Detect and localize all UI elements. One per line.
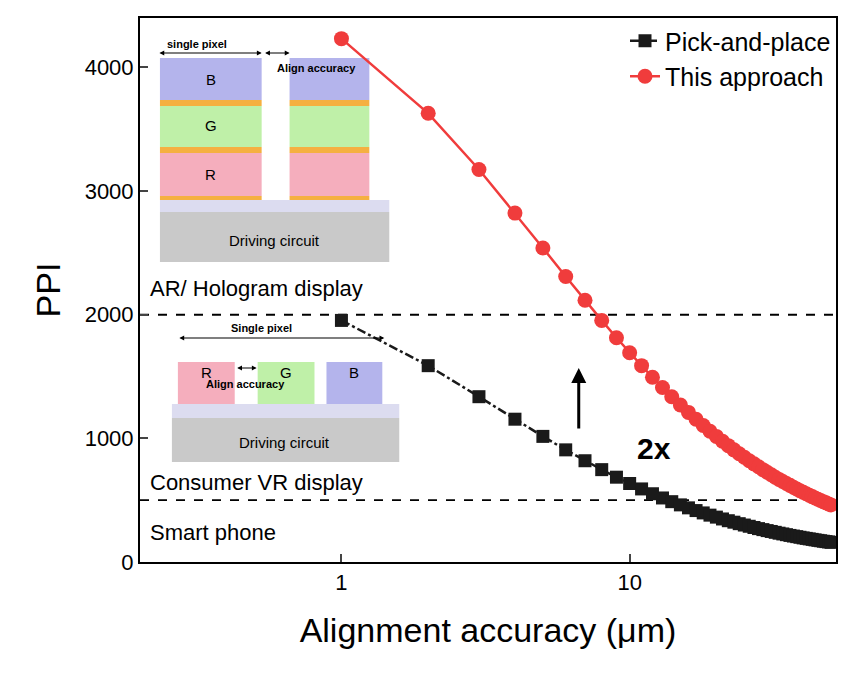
svg-text:R: R — [201, 364, 212, 381]
svg-text:0: 0 — [121, 550, 133, 575]
svg-text:Align accuracy: Align accuracy — [206, 378, 285, 390]
svg-text:2x: 2x — [637, 432, 671, 465]
svg-text:Pick-and-place: Pick-and-place — [665, 28, 830, 56]
svg-text:Driving circuit: Driving circuit — [239, 434, 330, 451]
svg-text:4000: 4000 — [85, 55, 134, 80]
svg-text:G: G — [205, 117, 217, 134]
svg-text:2000: 2000 — [85, 302, 134, 327]
svg-text:R: R — [205, 166, 216, 183]
svg-text:PPI: PPI — [29, 263, 67, 318]
svg-text:B: B — [349, 364, 359, 381]
svg-text:1: 1 — [335, 570, 347, 595]
svg-text:Alignment accuracy (μm): Alignment accuracy (μm) — [300, 611, 677, 649]
svg-text:3000: 3000 — [85, 179, 134, 204]
svg-text:This approach: This approach — [665, 63, 823, 91]
svg-text:Smart phone: Smart phone — [150, 520, 276, 545]
svg-text:B: B — [206, 71, 216, 88]
svg-text:G: G — [280, 364, 292, 381]
svg-text:Single pixel: Single pixel — [231, 322, 292, 334]
svg-text:Driving circuit: Driving circuit — [229, 232, 320, 249]
svg-text:1000: 1000 — [85, 426, 134, 451]
svg-text:Align accuracy: Align accuracy — [277, 62, 356, 74]
svg-text:AR/ Hologram display: AR/ Hologram display — [150, 276, 363, 301]
svg-text:Consumer VR display: Consumer VR display — [150, 470, 363, 495]
svg-text:10: 10 — [617, 570, 641, 595]
svg-text:single pixel: single pixel — [167, 38, 227, 50]
